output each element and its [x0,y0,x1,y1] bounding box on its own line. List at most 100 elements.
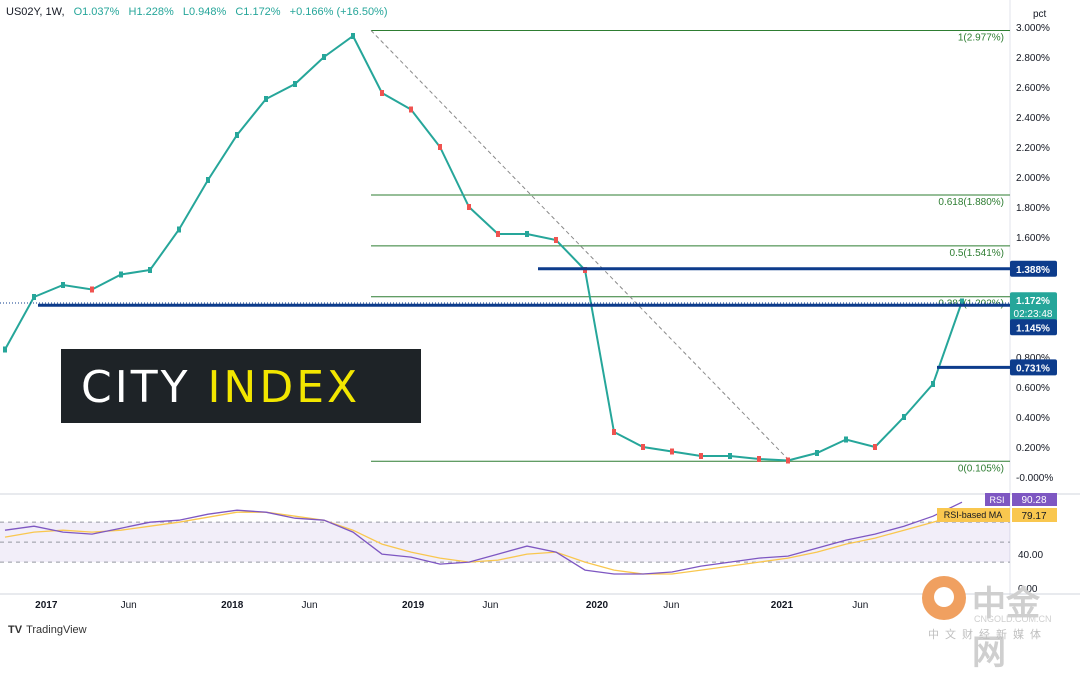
cngold-logo-inner [934,587,954,607]
rsi-line [4,501,963,575]
price-candle [61,282,65,288]
rsi-label: RSI [989,495,1004,505]
tradingview-label: TradingView [26,624,87,636]
price-candle [844,436,848,443]
level-2-tag: 1.145% [1016,323,1050,334]
rsi-label-bg [985,493,1010,506]
city-index-logo: CITY INDEX [61,349,421,423]
rsi-ma-value-bg [1012,508,1057,522]
price-tick-label: 2.200% [1016,143,1050,154]
price-candle [322,54,326,60]
logo-city: CITY [81,362,191,413]
price-tick-label: 0.800% [1016,353,1050,364]
price-chart[interactable]: pct 3.000% 2.800% 2.600% 2.400% 2.200% 2.000% 1… [0,0,1080,647]
rsi-ma-line [4,511,963,575]
time-tick-label: Jun [301,600,317,611]
price-candle [931,381,935,387]
price-candle [641,444,645,450]
close-value: C1.172% [235,6,281,18]
level-1-tag: 1.388% [1016,265,1050,276]
price-tick-label: 2.600% [1016,83,1050,94]
watermark-domain: CNGOLD.COM.CN [974,614,1052,624]
time-tick-label: Jun [852,600,868,611]
price-candle [438,144,442,150]
change-value: +0.166% (+16.50%) [289,6,388,18]
price-candle [554,237,558,243]
tradingview-icon: TV [8,624,23,636]
time-tick-label: Jun [482,600,498,611]
time-tick-label: 2018 [221,600,244,611]
logo-text: CITY INDEX [81,362,360,413]
time-tick-label: 2021 [771,600,794,611]
price-candle [90,286,94,293]
price-candle [264,96,268,102]
time-tick-label: Jun [121,600,137,611]
price-series-line [4,34,963,462]
price-candle [119,271,123,278]
fib-level-label: 0.618(1.880%) [938,197,1004,208]
level-2-tag-bg [1010,319,1057,336]
price-tick-label: 3.000% [1016,23,1050,34]
price-candle [728,453,732,459]
level-3-tag: 0.731% [1016,363,1050,374]
price-candle [293,81,297,87]
open-value: O1.037% [73,6,120,18]
tradingview-brand[interactable]: TV TradingView [8,624,87,636]
fib-level-label: 0(0.105%) [958,463,1004,474]
symbol-label: US02Y, 1W, [6,6,65,18]
time-tick-label: 2020 [586,600,609,611]
time-tick-label: Jun [663,600,679,611]
price-candle [902,414,906,420]
price-candle [206,177,210,183]
price-unit: pct [1033,9,1047,20]
cngold-watermark: 中金网 CNGOLD.COM.CN 中文财经新媒体 [922,574,1072,672]
price-candle [3,346,7,353]
fib-level-label: 1(2.977%) [958,32,1004,43]
price-tick-label: 1.600% [1016,233,1050,244]
price-candle [815,450,819,456]
price-tick-label: 1.800% [1016,203,1050,214]
rsi-ma-label: RSI-based MA [944,510,1003,520]
price-candle [496,231,500,237]
price-candle [612,429,616,435]
price-candle [699,453,703,459]
last-price-tag-bg [1010,292,1057,323]
rsi-ma-label-bg [937,508,1010,522]
rsi-value-bg [1012,493,1057,506]
rsi-tick-label: 40.00 [1018,550,1043,561]
price-candle [525,231,529,237]
watermark-sub: 中文财经新媒体 [928,629,1047,641]
level-3-tag-bg [1010,359,1057,376]
time-tick-label: 2017 [35,600,58,611]
time-tick-label: 2019 [402,600,425,611]
rsi-value: 90.28 [1021,495,1046,506]
price-candle [670,448,674,455]
countdown-tag: 02:23:48 [1014,309,1053,320]
price-candle [467,204,471,210]
price-candle [380,90,384,96]
level-1-tag-bg [1010,260,1057,277]
logo-index: INDEX [207,362,361,413]
low-value: L0.948% [182,6,227,18]
fib-trend-line [370,30,791,462]
price-candle [148,267,152,273]
price-candle [786,457,790,464]
price-tick-label: 2.400% [1016,113,1050,124]
high-value: H1.228% [128,6,174,18]
rsi-tick-label: 0.00 [1018,584,1038,595]
last-price-tag: 1.172% [1016,296,1050,307]
price-candle [351,33,355,39]
price-candle [235,132,239,138]
price-candle [873,444,877,450]
rsi-ma-value: 79.17 [1021,511,1046,522]
price-candle [177,226,181,233]
price-candle [409,106,413,113]
watermark-cn: 中金网 [972,585,1040,672]
price-tick-label: 2.000% [1016,173,1050,184]
price-candle [960,298,964,305]
price-candle [32,294,36,300]
price-tick-label: 0.600% [1016,383,1050,394]
price-candle [757,456,761,462]
symbol-header: US02Y, 1W, O1.037% H1.228% L0.948% C1.17… [6,6,394,18]
